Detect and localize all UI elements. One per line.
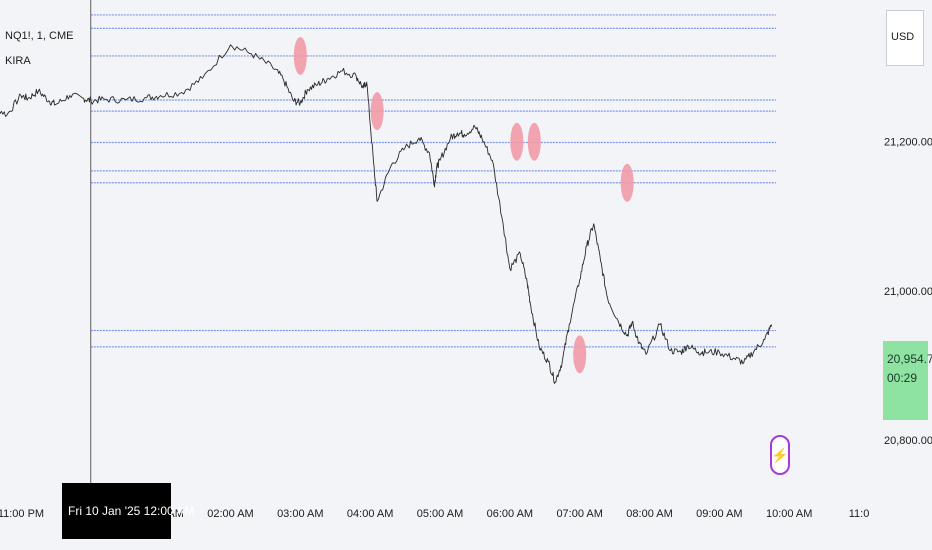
x-tick-label-6: 05:00 AM	[417, 508, 463, 520]
signal-marker-5	[573, 335, 587, 374]
lightning-bolt-icon[interactable]: ⚡	[770, 435, 790, 475]
price-series-line-1	[0, 44, 773, 384]
x-tick-label-9: 08:00 AM	[626, 508, 672, 520]
x-tick-label-5: 04:00 AM	[347, 508, 393, 520]
signal-marker-2	[370, 92, 384, 131]
y-tick-label-1: 21,200.00	[884, 137, 932, 149]
signal-marker-3	[510, 122, 524, 161]
signal-marker-6	[620, 163, 634, 202]
y-tick-label-2: 21,000.00	[884, 286, 932, 298]
y-axis[interactable]: 21,200.00 21,000.00 20,800.00	[884, 137, 932, 447]
x-tick-label-12: 11:0	[849, 508, 870, 520]
x-tick-label-11: 10:00 AM	[766, 508, 812, 520]
signal-markers	[293, 36, 634, 374]
price-series	[0, 44, 773, 384]
x-tick-label-7: 06:00 AM	[487, 508, 533, 520]
x-tick-label-4: 03:00 AM	[277, 508, 323, 520]
horizontal-levels	[90, 14, 776, 348]
symbol-title[interactable]: NQ1!, 1, CME	[5, 30, 74, 42]
indicator-label[interactable]: KIRA	[5, 55, 31, 67]
last-price-tag: 20,954.75 00:29	[883, 341, 932, 420]
y-tick-label-3: 20,800.00	[884, 435, 932, 447]
signal-marker-4	[527, 122, 541, 161]
currency-label: USD	[891, 31, 915, 43]
x-tick-label-10: 09:00 AM	[696, 508, 742, 520]
last-price-value: 20,954.75	[887, 352, 932, 366]
bar-countdown: 00:29	[887, 371, 918, 385]
x-tick-label-1: 11:00 PM	[0, 508, 44, 520]
x-tick-label-8: 07:00 AM	[556, 508, 602, 520]
signal-marker-1	[293, 36, 307, 75]
currency-selector[interactable]: USD	[886, 10, 924, 66]
x-tick-label-3: 02:00 AM	[207, 508, 253, 520]
crosshair-time-label: Fri 10 Jan '25 12:00 AM	[62, 483, 194, 539]
